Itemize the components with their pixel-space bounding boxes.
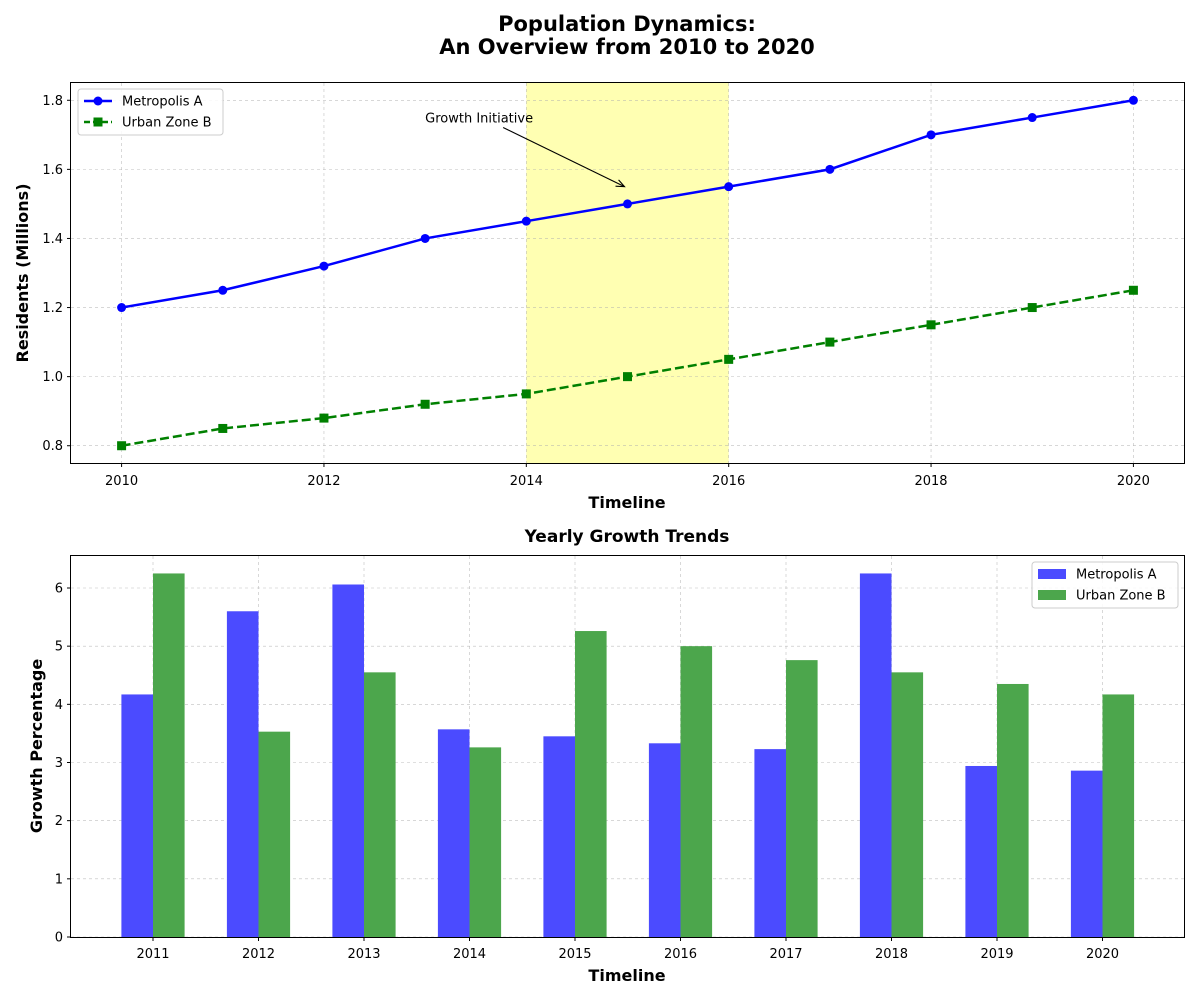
bar-urban-zone-b (786, 660, 818, 937)
bar-urban-zone-b (680, 646, 713, 937)
x-tick-label: 2018 (875, 947, 908, 962)
highlight-span (526, 83, 729, 463)
legend-box (1031, 561, 1179, 609)
x-tick-label: 2018 (914, 474, 947, 489)
bar-metropolis-a (859, 573, 892, 937)
bar-metropolis-a (754, 749, 786, 937)
bar-urban-zone-b (364, 672, 396, 937)
data-point-metropolis-a (926, 130, 936, 140)
data-point-urban-zone-b (926, 320, 936, 330)
legend-marker-metropolis-a (93, 96, 103, 106)
legend-swatch-metropolis-a (1038, 569, 1066, 579)
x-tick-label: 2012 (307, 474, 340, 489)
y-tick-label: 3 (55, 756, 63, 771)
y-tick-label: 1.2 (42, 301, 63, 316)
bar-urban-zone-b (891, 672, 924, 937)
x-tick-label: 2016 (712, 474, 745, 489)
bar-chart-y-axis-label: Growth Percentage (27, 659, 46, 834)
line-chart: 2010 2012 2014 2016 2018 2020 0.8 1.0 1.2 1.4 1.6 1… (13, 82, 1185, 512)
line-chart-legend: Metropolis A Urban Zone B (77, 88, 224, 136)
x-tick-label: 2014 (453, 947, 486, 962)
legend-label-metropolis-a: Metropolis A (1076, 568, 1157, 583)
y-tick-label: 1 (55, 872, 63, 887)
y-tick-label: 2 (55, 814, 63, 829)
x-tick-label: 2015 (558, 947, 591, 962)
bar-urban-zone-b (575, 631, 607, 937)
y-tick-label: 1.6 (42, 163, 63, 178)
legend-label-metropolis-a: Metropolis A (122, 95, 203, 110)
data-point-urban-zone-b (420, 399, 430, 409)
data-point-urban-zone-b (1128, 285, 1138, 295)
bar-metropolis-a (332, 584, 364, 937)
data-point-metropolis-a (724, 182, 734, 192)
line-chart-x-axis-label: Timeline (588, 493, 665, 512)
data-point-metropolis-a (218, 285, 228, 295)
bar-metropolis-a (965, 765, 997, 937)
bar-chart: Yearly Growth Trends 2011 2012 2013 2014 201… (27, 527, 1185, 985)
legend-marker-urban-zone-b (93, 117, 103, 127)
x-tick-label: 2014 (510, 474, 543, 489)
y-tick-label: 6 (55, 581, 63, 596)
bar-urban-zone-b (153, 573, 185, 937)
bar-urban-zone-b (1102, 694, 1135, 937)
legend-swatch-urban-zone-b (1038, 590, 1066, 600)
line-chart-frame (70, 82, 1185, 464)
x-tick-label: 2013 (347, 947, 380, 962)
legend-box (77, 88, 224, 136)
bar-chart-frame (70, 555, 1185, 938)
y-tick-label: 1.4 (42, 232, 63, 247)
data-point-metropolis-a (825, 164, 835, 174)
data-point-urban-zone-b (623, 372, 632, 382)
bar-metropolis-a (121, 694, 153, 937)
data-point-metropolis-a (420, 233, 430, 243)
data-point-metropolis-a (521, 216, 531, 226)
data-point-metropolis-a (1027, 113, 1037, 123)
legend-label-urban-zone-b: Urban Zone B (1076, 589, 1166, 604)
bar-urban-zone-b (469, 747, 502, 937)
data-point-urban-zone-b (117, 441, 127, 451)
bar-urban-zone-b (997, 683, 1029, 937)
bar-chart-legend: Metropolis A Urban Zone B (1031, 561, 1179, 609)
bar-urban-zone-b (258, 731, 291, 937)
x-tick-label: 2016 (664, 947, 697, 962)
bar-metropolis-a (437, 729, 470, 937)
data-point-urban-zone-b (724, 354, 734, 364)
bar-metropolis-a (226, 611, 259, 937)
bar-chart-title: Yearly Growth Trends (524, 527, 730, 547)
x-tick-label: 2020 (1117, 474, 1150, 489)
annotation-arrow-shaft (502, 127, 625, 188)
bar-metropolis-a (648, 743, 681, 937)
annotation-text: Growth Initiative (425, 112, 533, 127)
legend-label-urban-zone-b: Urban Zone B (122, 116, 212, 131)
y-tick-label: 5 (55, 640, 63, 655)
y-tick-label: 0 (55, 931, 63, 946)
bar-metropolis-a (543, 736, 575, 937)
figure-title-line1: Population Dynamics: (498, 12, 756, 36)
data-point-urban-zone-b (1027, 303, 1037, 313)
x-tick-label: 2012 (242, 947, 275, 962)
y-tick-label: 0.8 (42, 439, 63, 454)
x-tick-label: 2019 (980, 947, 1013, 962)
data-point-metropolis-a (117, 303, 127, 313)
x-tick-label: 2010 (105, 474, 138, 489)
annotation-arrow-head (615, 179, 626, 188)
bar-metropolis-a (1070, 770, 1103, 937)
data-point-urban-zone-b (319, 413, 329, 423)
data-point-metropolis-a (319, 261, 329, 271)
bar-chart-x-axis-label: Timeline (588, 966, 665, 985)
data-point-metropolis-a (623, 199, 632, 209)
x-tick-label: 2020 (1086, 947, 1119, 962)
y-tick-label: 1.0 (42, 370, 63, 385)
data-point-urban-zone-b (825, 337, 835, 347)
y-tick-label: 4 (55, 698, 63, 713)
y-tick-label: 1.8 (42, 94, 63, 109)
line-chart-y-axis-label: Residents (Millions) (13, 183, 32, 362)
x-tick-label: 2011 (136, 947, 169, 962)
data-point-urban-zone-b (218, 423, 228, 433)
data-point-metropolis-a (1128, 95, 1138, 105)
x-tick-label: 2017 (769, 947, 802, 962)
figure-title-line2: An Overview from 2010 to 2020 (439, 35, 815, 59)
data-point-urban-zone-b (521, 389, 531, 399)
